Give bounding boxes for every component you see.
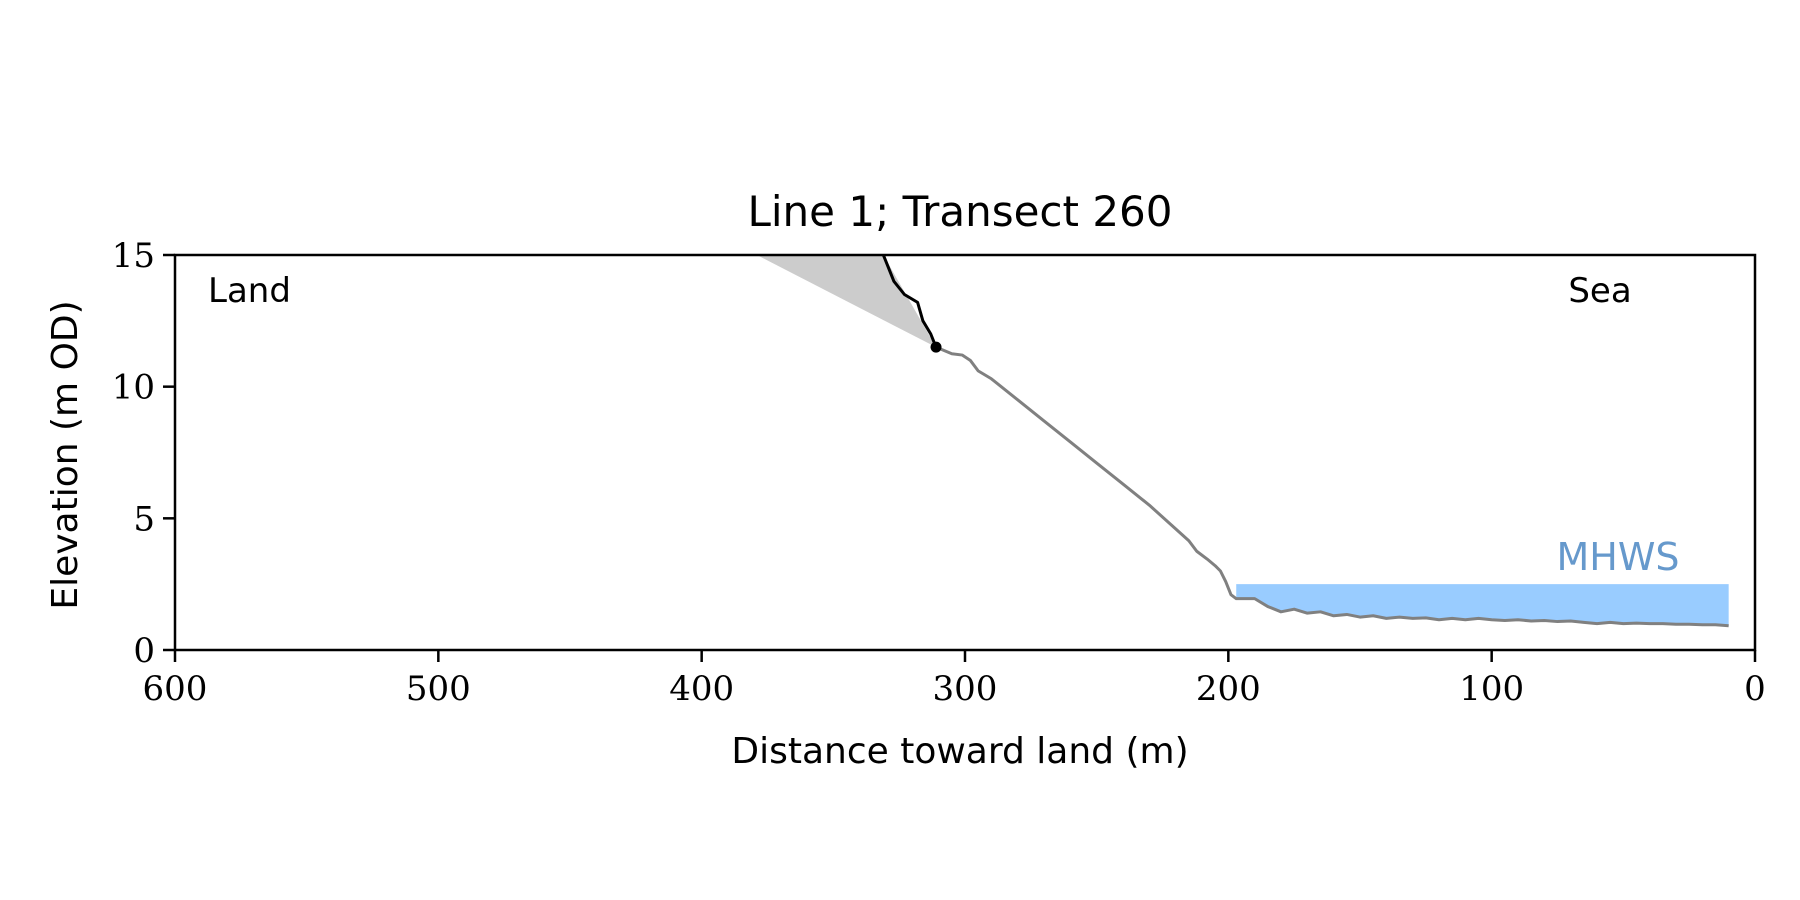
- x-tick-label: 600: [143, 669, 208, 709]
- land-annotation: Land: [208, 271, 291, 311]
- x-tick-label: 100: [1459, 669, 1524, 709]
- y-tick-label: 15: [112, 236, 155, 276]
- x-tick-label: 0: [1744, 669, 1766, 709]
- plot-content: [756, 255, 1729, 628]
- mhws-annotation: MHWS: [1556, 535, 1679, 579]
- cliff-line: [881, 255, 938, 348]
- y-tick-label: 5: [133, 499, 155, 539]
- chart-title: Line 1; Transect 260: [747, 187, 1172, 236]
- x-tick-label: 400: [669, 669, 734, 709]
- plot-area: [756, 255, 1729, 628]
- x-tick-label: 500: [406, 669, 471, 709]
- axes: 600 500 400 300 200 100 0 0 5 10 15: [112, 236, 1766, 709]
- x-axis-label: Distance toward land (m): [731, 731, 1188, 772]
- x-tick-label: 200: [1196, 669, 1261, 709]
- sea-annotation: Sea: [1568, 271, 1631, 311]
- x-tick-label: 300: [933, 669, 998, 709]
- cliff-top-point: [930, 341, 942, 353]
- mhws-band: [1236, 584, 1729, 626]
- y-tick-label: 0: [133, 631, 155, 671]
- y-tick-label: 10: [112, 368, 155, 408]
- cliff-wedge: [756, 255, 937, 348]
- y-axis-label: Elevation (m OD): [45, 300, 86, 609]
- profile-line: [935, 345, 1729, 628]
